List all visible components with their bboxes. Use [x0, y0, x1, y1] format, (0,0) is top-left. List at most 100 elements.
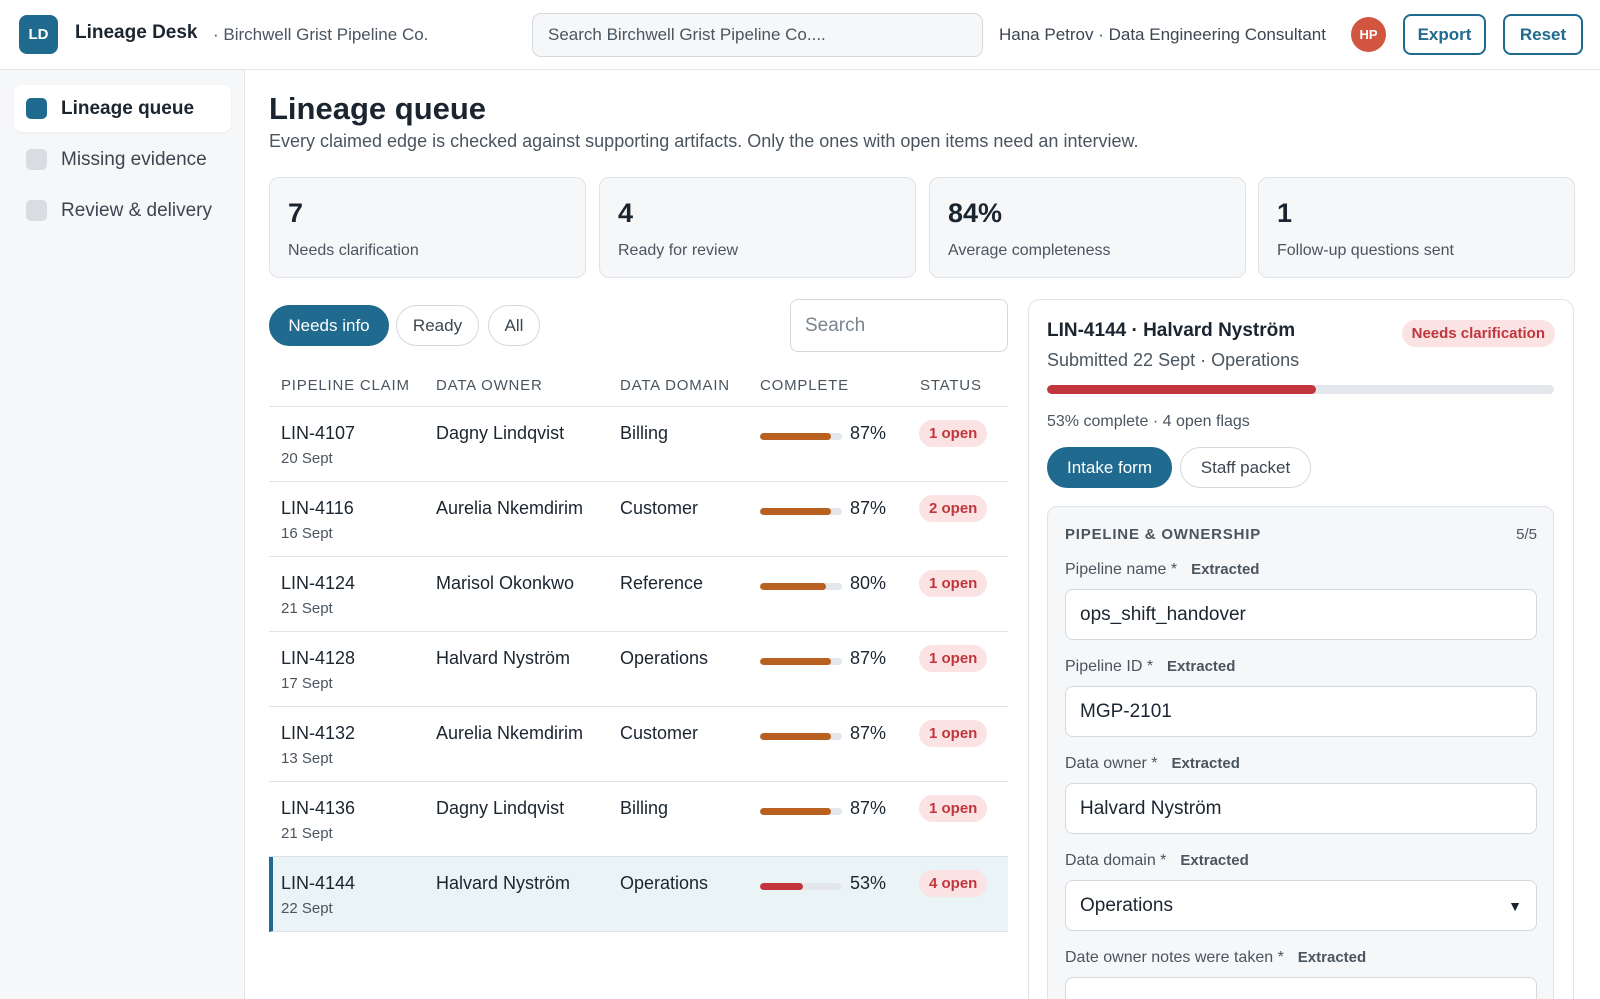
pipeline-id-field[interactable]: MGP-2101	[1065, 686, 1537, 737]
sidebar: Lineage queue Missing evidence Review & …	[0, 70, 245, 999]
complete-percent: 87%	[850, 648, 887, 668]
column-header-complete[interactable]: COMPLETE	[760, 377, 849, 394]
field-label: Pipeline name * Extracted	[1065, 561, 1259, 579]
stat-label: Ready for review	[618, 242, 739, 259]
complete-percent: 87%	[850, 798, 887, 818]
sidebar-item-review-delivery[interactable]: Review & delivery	[14, 187, 231, 234]
data-owner: Dagny Lindqvist	[436, 423, 565, 443]
org-name: · Birchwell Grist Pipeline Co.	[213, 25, 429, 44]
column-header-status[interactable]: STATUS	[920, 377, 982, 394]
page-subtitle: Every claimed edge is checked against su…	[269, 131, 1139, 151]
stat-card: 84% Average completeness	[929, 177, 1246, 278]
table-row[interactable]: LIN-4144 22 Sept Halvard Nyström Operations…	[269, 857, 1008, 932]
claim-date: 21 Sept	[281, 825, 333, 842]
square-icon	[26, 200, 47, 221]
data-domain: Operations	[620, 873, 709, 893]
claim-id: LIN-4107	[281, 423, 356, 443]
avatar[interactable]: HP	[1351, 17, 1386, 52]
sidebar-item-label: Missing evidence	[61, 148, 207, 170]
pipeline-name-field[interactable]: ops_shift_handover	[1065, 589, 1537, 640]
column-header-data-domain[interactable]: DATA DOMAIN	[620, 377, 730, 394]
stat-label: Needs clarification	[288, 242, 419, 259]
extracted-tag: Extracted	[1180, 852, 1249, 869]
field-label: Date owner notes were taken * Extracted	[1065, 949, 1366, 967]
complete-progress-fill	[760, 433, 832, 440]
reset-button[interactable]: Reset	[1503, 14, 1583, 55]
section-count: 5/5	[1516, 526, 1537, 543]
table-row[interactable]: LIN-4107 20 Sept Dagny Lindqvist Billing 87%…	[269, 407, 1008, 482]
stat-card: 7 Needs clarification	[269, 177, 586, 278]
app-name: Lineage Desk	[75, 22, 198, 43]
complete-percent: 87%	[850, 423, 887, 443]
complete-progress-fill	[760, 583, 826, 590]
data-domain: Billing	[620, 423, 669, 443]
detail-progress-fill	[1047, 385, 1316, 394]
data-domain: Reference	[620, 573, 704, 593]
complete-progress-bar	[760, 433, 842, 440]
detail-meta: 53% complete · 4 open flags	[1047, 413, 1250, 430]
filter-all[interactable]: All	[488, 305, 540, 346]
column-header-data-owner[interactable]: DATA OWNER	[436, 377, 543, 394]
stat-label: Average completeness	[948, 242, 1111, 259]
stat-value: 7	[288, 198, 304, 228]
complete-progress-bar	[760, 508, 842, 515]
sidebar-item-lineage-queue[interactable]: Lineage queue	[14, 85, 231, 132]
claim-detail-panel: LIN-4144 · Halvard Nyström Needs clarifi…	[1028, 299, 1574, 999]
table-row[interactable]: LIN-4128 17 Sept Halvard Nyström Operations…	[269, 632, 1008, 707]
table-search-input[interactable]: Search	[790, 299, 1008, 352]
claim-id: LIN-4136	[281, 798, 356, 818]
complete-progress-bar	[760, 658, 842, 665]
table-row[interactable]: LIN-4136 21 Sept Dagny Lindqvist Billing 87%…	[269, 782, 1008, 857]
filter-needs-info[interactable]: Needs info	[269, 305, 389, 346]
data-owner: Halvard Nyström	[436, 648, 571, 668]
export-button[interactable]: Export	[1403, 14, 1486, 55]
table-row[interactable]: LIN-4116 16 Sept Aurelia Nkemdirim Customer…	[269, 482, 1008, 557]
data-owner: Dagny Lindqvist	[436, 798, 565, 818]
data-domain: Operations	[620, 648, 709, 668]
filter-ready[interactable]: Ready	[396, 305, 479, 346]
claim-id: LIN-4132	[281, 723, 356, 743]
detail-subtitle: Submitted 22 Sept · Operations	[1047, 350, 1300, 370]
detail-title: LIN-4144 · Halvard Nyström	[1047, 320, 1296, 341]
extracted-tag: Extracted	[1191, 561, 1260, 578]
complete-progress-fill	[760, 658, 832, 665]
claim-date: 16 Sept	[281, 525, 333, 542]
global-search-input[interactable]: Search Birchwell Grist Pipeline Co....	[532, 13, 983, 57]
complete-percent: 80%	[850, 573, 887, 593]
complete-percent: 87%	[850, 723, 887, 743]
status-badge: 2 open	[919, 495, 988, 522]
status-badge: 1 open	[919, 570, 988, 597]
status-badge: 1 open	[919, 645, 988, 672]
field-label-text: Data domain *	[1065, 852, 1167, 869]
field-label: Data owner * Extracted	[1065, 755, 1240, 773]
field-label-text: Pipeline ID *	[1065, 658, 1154, 675]
data-domain: Customer	[620, 498, 699, 518]
select-value: Operations	[1080, 894, 1173, 916]
detail-progress-bar	[1047, 385, 1554, 394]
status-badge: 1 open	[919, 795, 988, 822]
field-label-text: Pipeline name *	[1065, 561, 1178, 578]
claim-id: LIN-4128	[281, 648, 356, 668]
square-icon	[26, 98, 47, 119]
stat-card: 4 Ready for review	[599, 177, 916, 278]
table-row[interactable]: LIN-4132 13 Sept Aurelia Nkemdirim Customer…	[269, 707, 1008, 782]
claim-id: LIN-4144	[281, 873, 356, 893]
stat-value: 1	[1277, 198, 1293, 228]
claim-date: 22 Sept	[281, 900, 333, 917]
complete-progress-fill	[760, 733, 832, 740]
complete-progress-fill	[760, 808, 832, 815]
tab-intake-form[interactable]: Intake form	[1047, 447, 1172, 488]
data-owner: Aurelia Nkemdirim	[436, 723, 584, 743]
data-owner-field[interactable]: Halvard Nyström	[1065, 783, 1537, 834]
status-badge: Needs clarification	[1401, 320, 1555, 347]
data-domain-select[interactable]: Operations ▼	[1065, 880, 1537, 931]
data-owner: Marisol Okonkwo	[436, 573, 575, 593]
owner-notes-date-field[interactable]	[1065, 977, 1537, 999]
table-row[interactable]: LIN-4124 21 Sept Marisol Okonkwo Reference 8…	[269, 557, 1008, 632]
tab-staff-packet[interactable]: Staff packet	[1180, 447, 1311, 488]
sidebar-item-missing-evidence[interactable]: Missing evidence	[14, 136, 231, 183]
column-header-pipeline-claim[interactable]: PIPELINE CLAIM	[281, 377, 410, 394]
page-title: Lineage queue	[269, 91, 487, 126]
top-bar: LD Lineage Desk · Birchwell Grist Pipeli…	[0, 0, 1600, 70]
pipeline-ownership-section: PIPELINE & OWNERSHIP 5/5 Pipeline name *…	[1047, 506, 1554, 999]
